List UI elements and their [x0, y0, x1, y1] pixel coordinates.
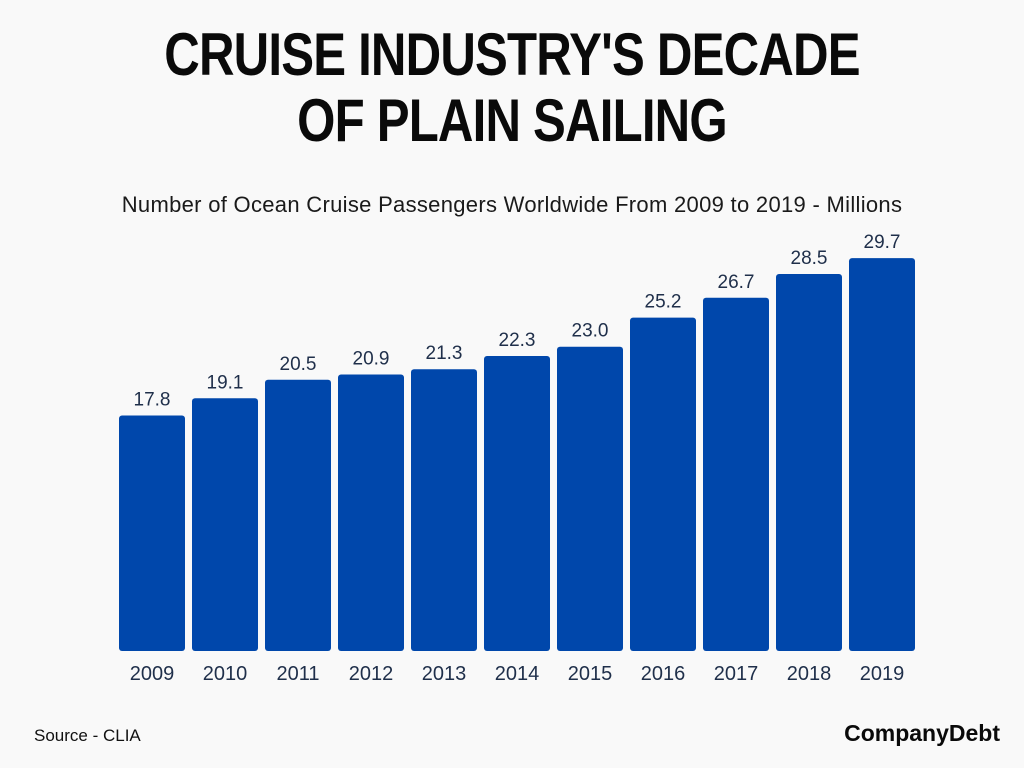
x-tick-label-2019: 2019 — [860, 663, 905, 685]
value-labels-group: 17.8 19.1 20.5 20.9 21.3 22.3 23.0 25.2 26.7 28.5… — [134, 232, 901, 410]
chart-subtitle: Number of Ocean Cruise Passengers Worldw… — [121, 192, 903, 217]
value-label-2011: 20.5 — [280, 354, 317, 375]
bar-2014 — [484, 355, 550, 651]
bar-2011 — [265, 379, 331, 651]
value-label-2013: 21.3 — [426, 343, 463, 364]
x-tick-label-2011: 2011 — [276, 663, 319, 685]
value-label-2009: 17.8 — [134, 390, 171, 411]
bar-2010 — [192, 398, 258, 651]
bar-2017 — [703, 297, 769, 651]
bar-2013 — [411, 369, 477, 651]
source-note: Source - CLIA — [34, 726, 141, 745]
x-tick-label-2013: 2013 — [422, 663, 467, 685]
bar-2018 — [776, 273, 842, 651]
x-tick-label-2017: 2017 — [714, 663, 759, 685]
x-tick-label-2015: 2015 — [568, 663, 613, 685]
x-tick-label-2014: 2014 — [495, 663, 540, 685]
value-label-2010: 19.1 — [207, 372, 244, 393]
value-label-2012: 20.9 — [353, 348, 390, 369]
bars-group — [119, 258, 915, 651]
x-tick-label-2018: 2018 — [787, 663, 832, 685]
bar-2012 — [338, 374, 404, 651]
x-tick-label-2016: 2016 — [641, 663, 686, 685]
bar-2016 — [630, 317, 696, 651]
value-label-2019: 29.7 — [864, 232, 901, 253]
chart-title-line-1: CRUISE INDUSTRY'S DECADE — [164, 21, 860, 88]
x-tick-label-2010: 2010 — [203, 663, 248, 685]
value-label-2018: 28.5 — [791, 248, 828, 269]
x-axis-tick-labels: 2009 2010 2011 2012 2013 2014 2015 2016 2017 2018… — [130, 663, 905, 685]
bar-2015 — [557, 346, 623, 651]
value-label-2014: 22.3 — [499, 330, 536, 351]
value-label-2016: 25.2 — [645, 292, 682, 313]
chart-title-line-2: OF PLAIN SAILING — [297, 87, 727, 154]
brand-logo: CompanyDebt — [844, 720, 1000, 746]
bar-2009 — [119, 415, 185, 651]
value-label-2015: 23.0 — [572, 321, 609, 342]
chart-title: CRUISE INDUSTRY'S DECADE OF PLAIN SAILIN… — [92, 22, 932, 154]
x-tick-label-2012: 2012 — [349, 663, 394, 685]
bar-2019 — [849, 258, 915, 651]
x-tick-label-2009: 2009 — [130, 663, 175, 685]
value-label-2017: 26.7 — [718, 272, 755, 293]
